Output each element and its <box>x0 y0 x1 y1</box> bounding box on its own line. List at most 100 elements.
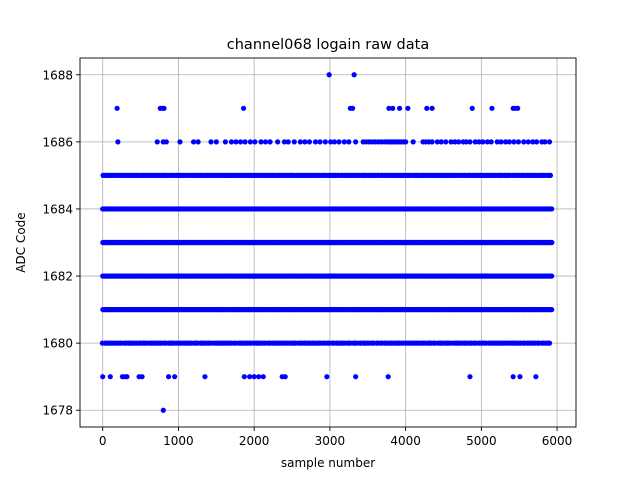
data-point <box>350 105 356 111</box>
data-point <box>498 139 504 145</box>
data-point <box>346 139 352 145</box>
data-point <box>282 374 288 380</box>
data-point <box>386 105 392 111</box>
data-point <box>549 206 555 212</box>
y-axis-ticks: 1678 1680 1682 1684 1686 1688 <box>42 68 80 418</box>
y-tick-label: 1684 <box>42 202 73 216</box>
data-point <box>222 139 228 145</box>
data-points <box>99 72 555 413</box>
data-point <box>385 374 391 380</box>
data-point <box>424 105 430 111</box>
data-point <box>546 139 553 145</box>
y-tick-label: 1682 <box>42 270 73 284</box>
data-point <box>469 105 475 111</box>
y-axis-label: ADC Code <box>14 212 28 272</box>
data-point <box>247 374 253 380</box>
data-point <box>262 139 269 145</box>
data-point <box>312 139 319 145</box>
data-point <box>237 139 244 145</box>
data-point <box>275 139 281 145</box>
data-point <box>546 340 553 346</box>
data-point <box>241 374 247 380</box>
data-point <box>452 139 458 145</box>
data-point <box>115 139 121 145</box>
data-point <box>291 139 297 145</box>
data-point <box>494 139 500 145</box>
data-point <box>302 139 308 145</box>
data-point <box>530 139 536 145</box>
x-tick-label: 3000 <box>315 434 346 448</box>
data-point <box>542 139 548 145</box>
data-point <box>163 139 169 145</box>
data-point <box>324 374 330 380</box>
data-point <box>177 139 183 145</box>
plot-frame <box>79 57 577 428</box>
data-point <box>317 139 323 145</box>
data-point <box>285 139 291 145</box>
data-point <box>190 139 197 145</box>
x-axis-ticks: 0 1000 2000 3000 4000 5000 6000 <box>99 427 572 448</box>
data-point <box>281 139 288 145</box>
data-point <box>202 374 208 380</box>
data-point <box>547 172 554 179</box>
data-point <box>242 139 248 145</box>
y-tick-label: 1680 <box>42 337 73 351</box>
data-point <box>396 105 403 111</box>
data-point <box>251 374 257 380</box>
x-tick-label: 0 <box>99 434 107 448</box>
data-point <box>351 72 357 78</box>
data-point <box>166 374 172 380</box>
x-tick-label: 1000 <box>163 434 194 448</box>
data-point <box>521 139 527 145</box>
data-point <box>260 374 266 380</box>
data-point <box>549 239 555 246</box>
x-tick-label: 6000 <box>542 434 573 448</box>
data-point <box>525 139 531 145</box>
data-point <box>160 407 166 413</box>
x-axis-label: sample number <box>281 456 375 470</box>
data-point <box>506 139 512 145</box>
data-point <box>297 139 303 145</box>
data-point <box>489 105 495 111</box>
data-point <box>534 139 540 145</box>
data-point <box>463 139 469 145</box>
data-point <box>429 105 435 111</box>
data-point <box>139 374 145 380</box>
data-point <box>484 139 490 145</box>
data-point <box>213 139 219 145</box>
data-point <box>549 273 555 279</box>
data-point <box>472 139 478 145</box>
data-point <box>511 139 517 145</box>
data-point <box>336 139 342 145</box>
data-point <box>195 139 201 145</box>
data-point <box>480 139 486 145</box>
data-point <box>353 139 359 145</box>
data-point <box>515 139 522 145</box>
x-tick-label: 4000 <box>390 434 421 448</box>
data-point <box>515 105 521 111</box>
data-point <box>403 139 409 145</box>
y-tick-label: 1688 <box>42 68 73 82</box>
data-point <box>252 139 258 145</box>
data-point <box>467 139 473 145</box>
data-point <box>322 139 328 145</box>
data-point <box>341 139 347 145</box>
data-point <box>161 105 167 111</box>
data-point <box>448 139 454 145</box>
data-point <box>258 139 264 145</box>
data-point <box>517 374 523 380</box>
data-point <box>240 105 247 111</box>
data-point <box>328 139 334 145</box>
data-point <box>549 306 555 313</box>
data-point <box>326 72 332 78</box>
data-point <box>172 374 178 380</box>
data-point <box>233 139 239 145</box>
data-point <box>405 105 411 111</box>
data-point <box>456 139 462 145</box>
data-point <box>331 139 338 145</box>
data-point <box>434 139 441 145</box>
data-point <box>247 139 253 145</box>
data-point <box>353 374 359 380</box>
data-point <box>502 139 509 145</box>
